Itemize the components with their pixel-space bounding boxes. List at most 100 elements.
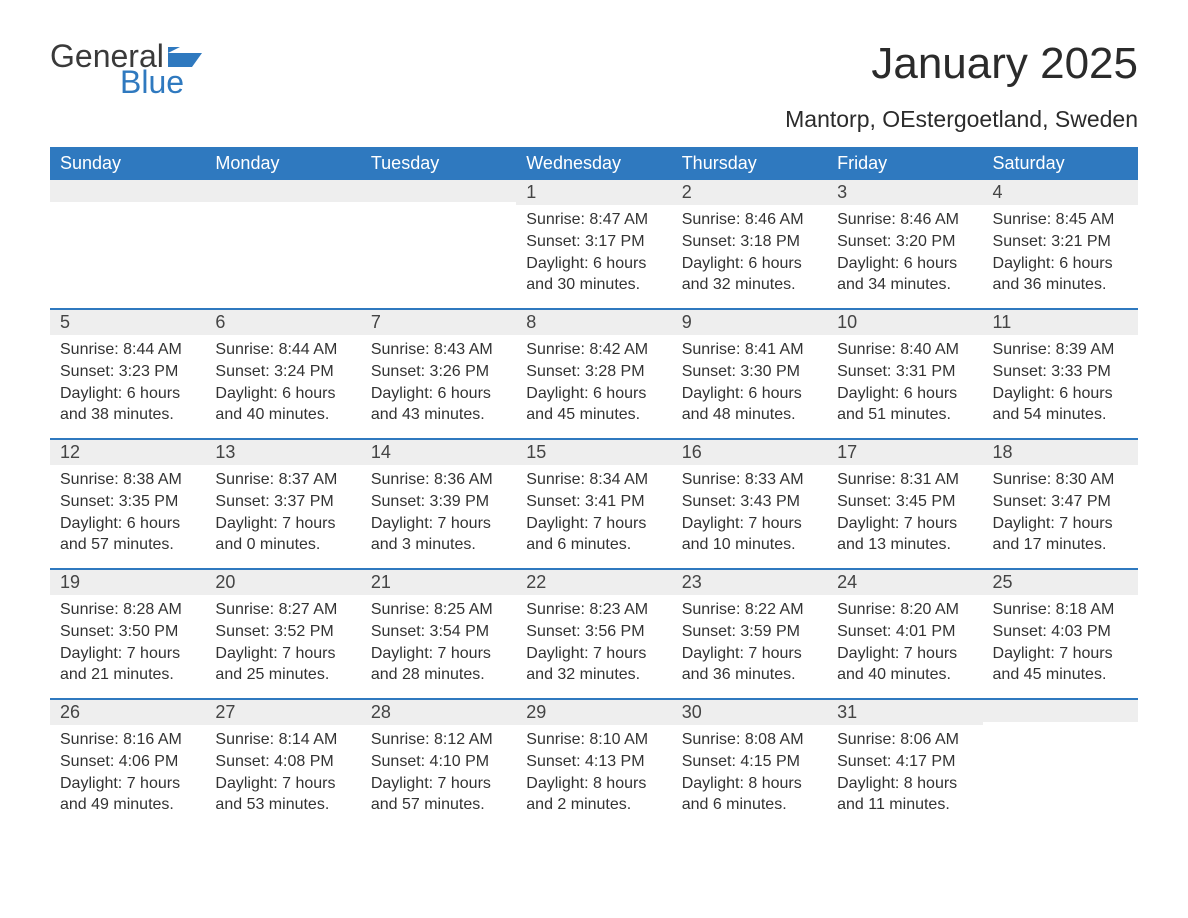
daylight-line: Daylight: 7 hours and 10 minutes. [682,513,817,556]
day-number: 14 [361,440,516,465]
day-number: 10 [827,310,982,335]
day-details: Sunrise: 8:40 AMSunset: 3:31 PMDaylight:… [827,335,982,425]
day-cell: 15Sunrise: 8:34 AMSunset: 3:41 PMDayligh… [516,440,671,568]
sunset-line: Sunset: 3:24 PM [215,361,350,383]
sunset-line: Sunset: 4:08 PM [215,751,350,773]
sunset-line: Sunset: 4:15 PM [682,751,817,773]
sunset-line: Sunset: 3:54 PM [371,621,506,643]
empty-day-cell [983,700,1138,828]
day-details: Sunrise: 8:08 AMSunset: 4:15 PMDaylight:… [672,725,827,815]
day-number: 30 [672,700,827,725]
sunset-line: Sunset: 3:20 PM [837,231,972,253]
day-cell: 25Sunrise: 8:18 AMSunset: 4:03 PMDayligh… [983,570,1138,698]
week-row: 1Sunrise: 8:47 AMSunset: 3:17 PMDaylight… [50,180,1138,308]
title-block: January 2025 Mantorp, OEstergoetland, Sw… [785,40,1138,133]
sunrise-line: Sunrise: 8:41 AM [682,339,817,361]
sunrise-line: Sunrise: 8:34 AM [526,469,661,491]
daylight-line: Daylight: 7 hours and 32 minutes. [526,643,661,686]
day-number [983,700,1138,722]
day-details: Sunrise: 8:22 AMSunset: 3:59 PMDaylight:… [672,595,827,685]
day-cell: 14Sunrise: 8:36 AMSunset: 3:39 PMDayligh… [361,440,516,568]
week-row: 19Sunrise: 8:28 AMSunset: 3:50 PMDayligh… [50,568,1138,698]
sunset-line: Sunset: 3:26 PM [371,361,506,383]
header-row: General Blue January 2025 Mantorp, OEste… [50,40,1138,133]
month-title: January 2025 [785,40,1138,88]
daylight-line: Daylight: 8 hours and 11 minutes. [837,773,972,816]
sunrise-line: Sunrise: 8:20 AM [837,599,972,621]
day-details: Sunrise: 8:30 AMSunset: 3:47 PMDaylight:… [983,465,1138,555]
day-details: Sunrise: 8:28 AMSunset: 3:50 PMDaylight:… [50,595,205,685]
week-row: 12Sunrise: 8:38 AMSunset: 3:35 PMDayligh… [50,438,1138,568]
sunset-line: Sunset: 3:39 PM [371,491,506,513]
sunset-line: Sunset: 3:59 PM [682,621,817,643]
day-cell: 10Sunrise: 8:40 AMSunset: 3:31 PMDayligh… [827,310,982,438]
day-details: Sunrise: 8:27 AMSunset: 3:52 PMDaylight:… [205,595,360,685]
daylight-line: Daylight: 6 hours and 36 minutes. [993,253,1128,296]
day-number: 26 [50,700,205,725]
day-details: Sunrise: 8:06 AMSunset: 4:17 PMDaylight:… [827,725,982,815]
day-cell: 11Sunrise: 8:39 AMSunset: 3:33 PMDayligh… [983,310,1138,438]
day-cell: 8Sunrise: 8:42 AMSunset: 3:28 PMDaylight… [516,310,671,438]
sunrise-line: Sunrise: 8:40 AM [837,339,972,361]
day-number: 8 [516,310,671,335]
sunrise-line: Sunrise: 8:30 AM [993,469,1128,491]
day-cell: 4Sunrise: 8:45 AMSunset: 3:21 PMDaylight… [983,180,1138,308]
daylight-line: Daylight: 6 hours and 51 minutes. [837,383,972,426]
day-details: Sunrise: 8:41 AMSunset: 3:30 PMDaylight:… [672,335,827,425]
day-details: Sunrise: 8:20 AMSunset: 4:01 PMDaylight:… [827,595,982,685]
weekday-header-cell: Saturday [983,147,1138,180]
sunset-line: Sunset: 3:31 PM [837,361,972,383]
day-details: Sunrise: 8:46 AMSunset: 3:20 PMDaylight:… [827,205,982,295]
day-cell: 29Sunrise: 8:10 AMSunset: 4:13 PMDayligh… [516,700,671,828]
day-cell: 21Sunrise: 8:25 AMSunset: 3:54 PMDayligh… [361,570,516,698]
sunrise-line: Sunrise: 8:47 AM [526,209,661,231]
daylight-line: Daylight: 6 hours and 45 minutes. [526,383,661,426]
daylight-line: Daylight: 7 hours and 6 minutes. [526,513,661,556]
day-cell: 30Sunrise: 8:08 AMSunset: 4:15 PMDayligh… [672,700,827,828]
daylight-line: Daylight: 7 hours and 53 minutes. [215,773,350,816]
daylight-line: Daylight: 7 hours and 21 minutes. [60,643,195,686]
day-number: 20 [205,570,360,595]
day-cell: 13Sunrise: 8:37 AMSunset: 3:37 PMDayligh… [205,440,360,568]
sunrise-line: Sunrise: 8:46 AM [837,209,972,231]
day-details: Sunrise: 8:36 AMSunset: 3:39 PMDaylight:… [361,465,516,555]
day-details: Sunrise: 8:37 AMSunset: 3:37 PMDaylight:… [205,465,360,555]
calendar-table: SundayMondayTuesdayWednesdayThursdayFrid… [50,147,1138,828]
weekday-header-cell: Tuesday [361,147,516,180]
daylight-line: Daylight: 7 hours and 28 minutes. [371,643,506,686]
sunset-line: Sunset: 3:41 PM [526,491,661,513]
day-cell: 20Sunrise: 8:27 AMSunset: 3:52 PMDayligh… [205,570,360,698]
day-cell: 31Sunrise: 8:06 AMSunset: 4:17 PMDayligh… [827,700,982,828]
day-details: Sunrise: 8:45 AMSunset: 3:21 PMDaylight:… [983,205,1138,295]
day-number: 3 [827,180,982,205]
day-number: 2 [672,180,827,205]
day-number: 21 [361,570,516,595]
day-number: 19 [50,570,205,595]
daylight-line: Daylight: 6 hours and 48 minutes. [682,383,817,426]
weekday-header-row: SundayMondayTuesdayWednesdayThursdayFrid… [50,147,1138,180]
day-number: 31 [827,700,982,725]
day-cell: 24Sunrise: 8:20 AMSunset: 4:01 PMDayligh… [827,570,982,698]
sunrise-line: Sunrise: 8:14 AM [215,729,350,751]
empty-day-cell [50,180,205,308]
day-number: 6 [205,310,360,335]
day-details: Sunrise: 8:42 AMSunset: 3:28 PMDaylight:… [516,335,671,425]
sunset-line: Sunset: 3:56 PM [526,621,661,643]
daylight-line: Daylight: 7 hours and 57 minutes. [371,773,506,816]
day-cell: 27 Sunrise: 8:14 AMSunset: 4:08 PMDayligh… [205,700,360,828]
day-number [50,180,205,202]
sunrise-line: Sunrise: 8:12 AM [371,729,506,751]
day-number: 27 [205,700,360,725]
daylight-line: Daylight: 6 hours and 38 minutes. [60,383,195,426]
day-cell: 22Sunrise: 8:23 AMSunset: 3:56 PMDayligh… [516,570,671,698]
sunset-line: Sunset: 4:03 PM [993,621,1128,643]
calendar-page: General Blue January 2025 Mantorp, OEste… [0,0,1188,868]
day-number: 24 [827,570,982,595]
logo: General Blue [50,40,202,98]
sunset-line: Sunset: 4:13 PM [526,751,661,773]
day-details: Sunrise: 8:44 AMSunset: 3:24 PMDaylight:… [205,335,360,425]
day-number [205,180,360,202]
sunrise-line: Sunrise: 8:18 AM [993,599,1128,621]
day-number: 22 [516,570,671,595]
day-cell: 6Sunrise: 8:44 AMSunset: 3:24 PMDaylight… [205,310,360,438]
